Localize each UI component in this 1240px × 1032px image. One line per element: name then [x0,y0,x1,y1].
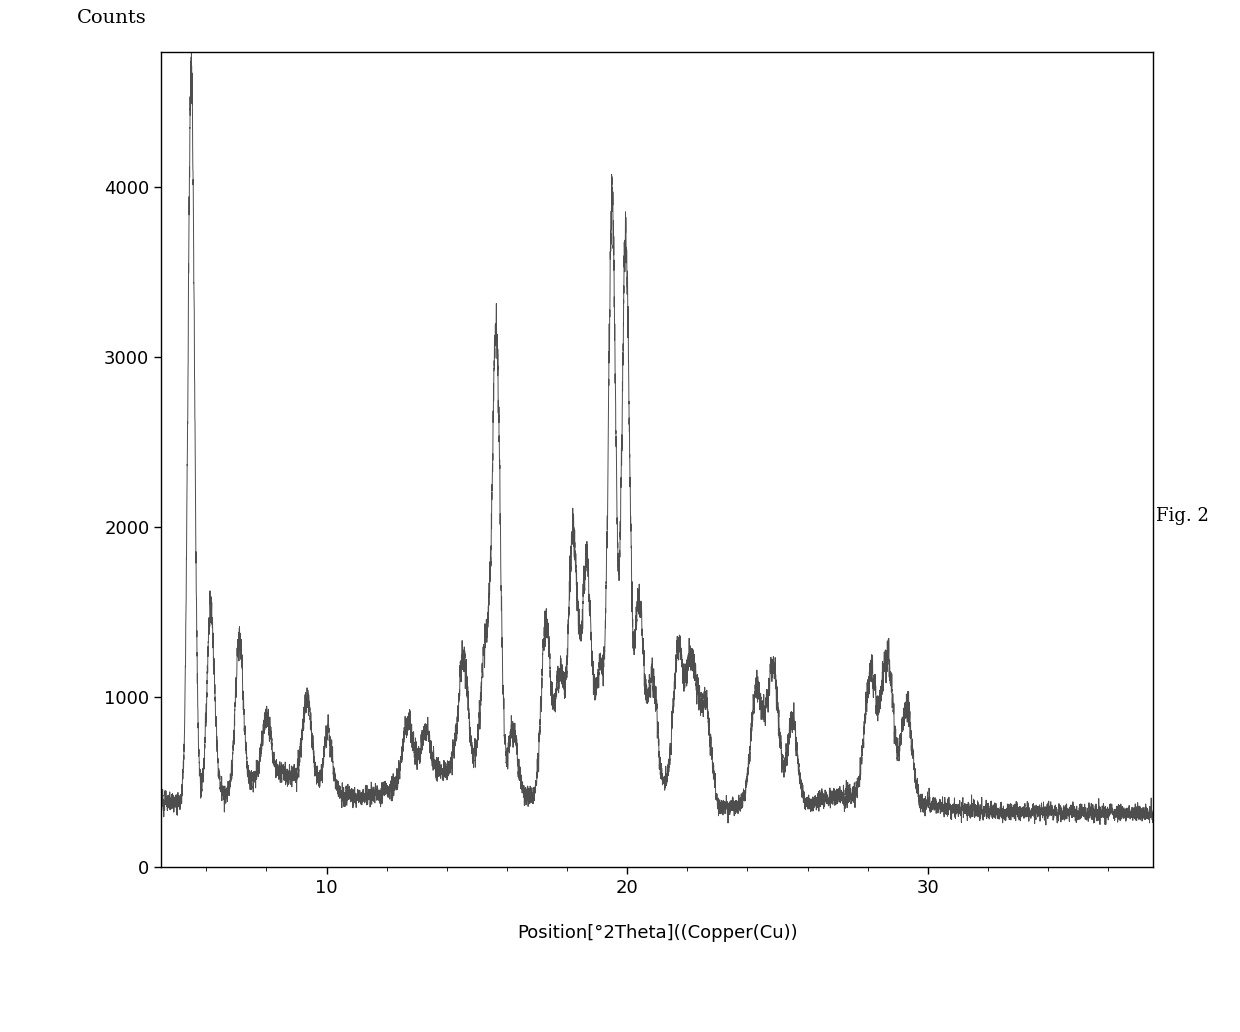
X-axis label: Position[°2Theta]((Copper(Cu)): Position[°2Theta]((Copper(Cu)) [517,925,797,942]
Text: Counts: Counts [77,9,146,27]
Text: Fig. 2: Fig. 2 [1156,507,1209,525]
